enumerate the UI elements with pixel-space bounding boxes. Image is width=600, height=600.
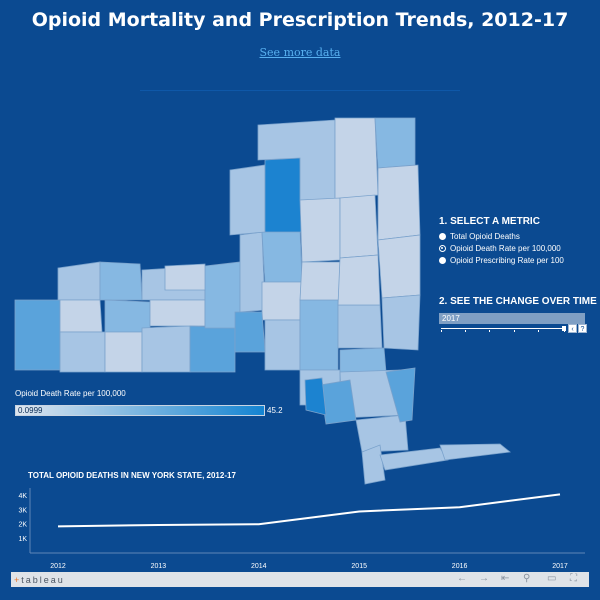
county-shape[interactable] — [164, 263, 206, 291]
x-tick-label: 2013 — [151, 563, 167, 570]
county-shape[interactable] — [355, 414, 409, 453]
metric-label: Total Opioid Deaths — [450, 232, 520, 241]
radio-icon[interactable] — [439, 257, 446, 264]
x-tick-label: 2015 — [351, 563, 367, 570]
x-tick-label: 2012 — [50, 563, 66, 570]
deaths-series-line[interactable] — [57, 493, 561, 528]
page-title: Opioid Mortality and Prescription Trends… — [31, 9, 569, 31]
year-dropdown[interactable]: 2017 — [439, 313, 585, 324]
legend-max-value: 45.2 — [267, 406, 283, 415]
county-shape[interactable] — [361, 444, 386, 485]
y-tick-label: 4K — [18, 493, 27, 500]
metric-label: Opioid Prescribing Rate per 100 — [450, 256, 564, 265]
undo-icon[interactable]: ← — [457, 573, 467, 584]
metric-label: Opioid Death Rate per 100,000 — [450, 244, 561, 253]
radio-selected-icon[interactable] — [439, 245, 446, 252]
change-over-time-heading: 2. SEE THE CHANGE OVER TIME — [439, 296, 597, 307]
county-shape[interactable] — [304, 377, 327, 416]
title-divider — [140, 90, 460, 91]
county-shape[interactable] — [439, 443, 511, 461]
slider-tick — [564, 330, 565, 332]
x-tick-label: 2014 — [251, 563, 267, 570]
slider-tick — [538, 330, 539, 332]
slider-track[interactable] — [441, 328, 565, 329]
x-tick-label: 2017 — [552, 563, 568, 570]
legend-title: Opioid Death Rate per 100,000 — [15, 389, 126, 398]
y-tick-label: 1K — [18, 536, 27, 543]
slider-handle[interactable] — [562, 326, 566, 331]
county-shape[interactable] — [385, 367, 416, 423]
metric-selector: 1. SELECT A METRIC Total Opioid Deaths O… — [439, 216, 599, 268]
metric-option-prescribing-rate[interactable]: Opioid Prescribing Rate per 100 — [439, 256, 599, 265]
revert-icon[interactable]: ⇤ — [501, 573, 510, 584]
tableau-logo-text: tableau — [21, 575, 65, 585]
chevron-left-icon[interactable]: ‹ — [568, 324, 577, 333]
chart-title: TOTAL OPIOID DEATHS IN NEW YORK STATE, 2… — [28, 471, 236, 480]
download-icon[interactable]: ▭ — [547, 573, 557, 584]
tableau-logo[interactable]: + tableau — [14, 575, 65, 585]
slider-tick — [441, 330, 442, 332]
legend-color-ramp — [15, 405, 265, 416]
y-tick-label: 2K — [18, 522, 27, 529]
county-shape[interactable] — [337, 254, 381, 306]
x-tick-label: 2016 — [452, 563, 468, 570]
tableau-toolbar — [11, 572, 589, 587]
y-tick-label: 3K — [18, 507, 27, 514]
year-slider[interactable] — [441, 326, 566, 332]
legend-min-value: 0.0999 — [18, 406, 43, 415]
radio-icon[interactable] — [439, 233, 446, 240]
slider-tick — [514, 330, 515, 332]
county-shape[interactable] — [381, 294, 421, 351]
metric-option-total-deaths[interactable]: Total Opioid Deaths — [439, 232, 599, 241]
metric-option-death-rate[interactable]: Opioid Death Rate per 100,000 — [439, 244, 599, 253]
slider-tick — [465, 330, 466, 332]
fullscreen-icon[interactable]: ⛶ — [570, 573, 577, 584]
select-metric-heading: 1. SELECT A METRIC — [439, 216, 540, 227]
slider-tick — [489, 330, 490, 332]
share-icon[interactable]: ⚲ — [523, 573, 531, 584]
question-icon[interactable]: ? — [578, 324, 587, 333]
see-more-link[interactable]: See more data — [259, 46, 341, 59]
redo-icon[interactable]: → — [479, 573, 489, 584]
